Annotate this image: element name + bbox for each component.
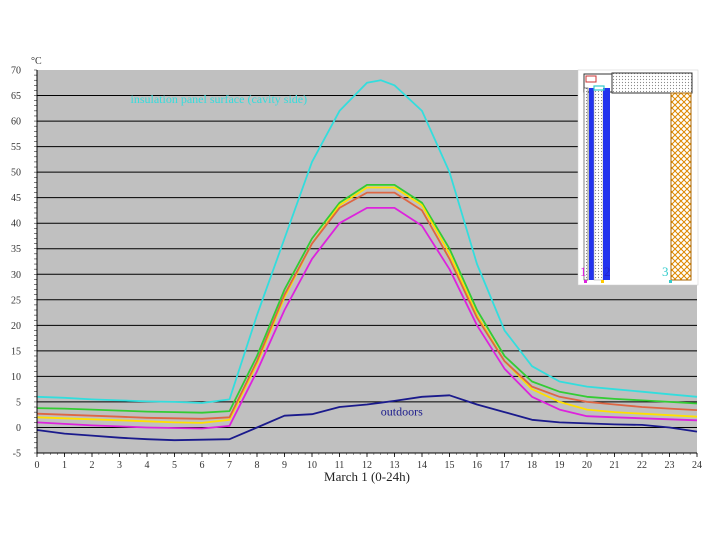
y-unit-label: °C [31,56,42,67]
inset-cap-red [585,75,597,83]
x-tick-label: 5 [172,460,177,471]
x-tick-label: 13 [390,460,400,471]
y-tick-label: 20 [11,321,21,332]
inset-cavity [593,89,604,281]
series-line-0 [36,79,698,404]
annotations: insulation panel surface (cavity side) ou… [131,92,424,419]
inset-label-1: 1 [580,264,587,279]
y-tick-label: 25 [11,295,21,306]
x-tick-label: 7 [227,460,232,471]
inset-marker-1 [584,280,587,283]
y-tick-label: 70 [11,66,21,77]
x-tick-label: 23 [665,460,675,471]
x-tick-label: 15 [445,460,455,471]
y-tick-label: 40 [11,219,21,230]
y-tick-label: 55 [11,142,21,153]
inset-cyan-edge [593,85,605,91]
inset-brick-wall [670,92,692,281]
y-tick-label: 5 [16,397,21,408]
y-tick-label: 60 [11,117,21,128]
x-tick-label: 21 [610,460,620,471]
x-tick-label: 3 [117,460,122,471]
x-tick-label: 2 [90,460,95,471]
inset-roof-slab [611,72,693,94]
x-tick-label: 19 [555,460,565,471]
series-lines [36,79,698,442]
x-tick-label: 8 [255,460,260,471]
axes [34,69,698,457]
inset-marker-2 [601,280,604,283]
series-line-5 [36,394,698,442]
x-tick-label: 24 [692,460,702,471]
wall-section-inset: 1 2 3 [577,69,699,286]
y-tick-label: 45 [11,193,21,204]
x-tick-label: 16 [472,460,482,471]
y-tick-label: 50 [11,168,21,179]
x-tick-label: 18 [527,460,537,471]
series-line-1 [36,183,698,414]
series-line-2 [36,186,698,424]
y-tick-label: -5 [13,449,21,460]
inset-marker-3 [669,280,672,283]
y-tick-label: 15 [11,346,21,357]
inset-glass-outer [583,87,589,281]
inset-label-3: 3 [662,264,669,279]
annotation-label: insulation panel surface (cavity side) [131,92,308,106]
x-tick-label: 9 [282,460,287,471]
inset-label-2: 2 [604,264,611,279]
y-tick-label: 0 [16,423,21,434]
y-tick-label: 30 [11,270,21,281]
inset-panel-blue-left [589,88,594,280]
series-line-3 [36,191,698,420]
x-tick-label: 4 [145,460,150,471]
series-line-4 [36,206,698,430]
annotation-label: outdoors [381,405,423,419]
x-tick-label: 10 [307,460,317,471]
x-tick-label: 1 [62,460,67,471]
inset-panel-blue-right [603,88,610,280]
x-axis-label: March 1 (0-24h) [324,469,410,484]
x-tick-label: 0 [35,460,40,471]
x-tick-label: 6 [200,460,205,471]
y-tick-labels: -5 0 5 10 15 20 25 30 35 40 45 50 55 60 65 70 [11,66,21,460]
x-tick-label: 17 [500,460,510,471]
y-tick-label: 10 [11,372,21,383]
x-tick-label: 12 [362,460,372,471]
x-tick-labels: 0 1 2 3 4 5 6 7 8 9 10 11 12 13 14 15 16 17 18 19 20 21 22 23 24 [35,460,703,471]
x-tick-label: 14 [417,460,427,471]
y-tick-label: 35 [11,244,21,255]
x-tick-label: 11 [335,460,345,471]
y-tick-label: 65 [11,91,21,102]
x-tick-label: 22 [637,460,647,471]
x-tick-label: 20 [582,460,592,471]
